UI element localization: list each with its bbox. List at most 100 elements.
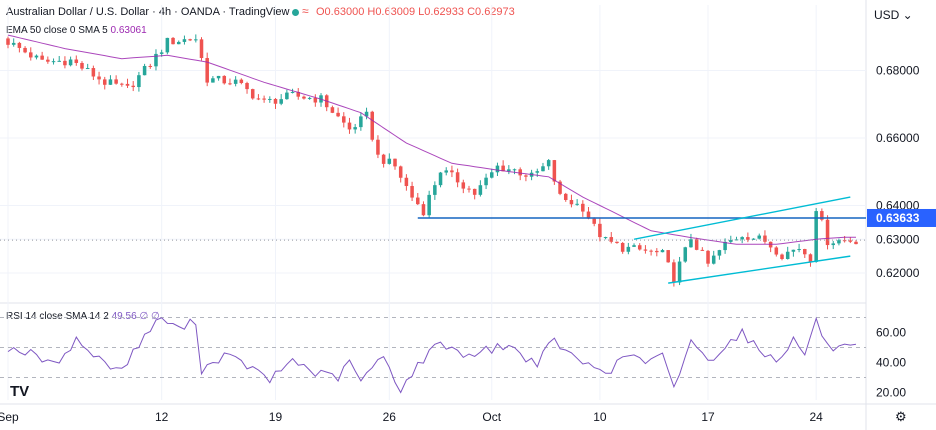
candle-body — [228, 83, 232, 85]
candle-body — [763, 235, 767, 242]
channel-upper-line — [633, 196, 851, 240]
candle-body — [831, 243, 835, 246]
time-tick-label: Sep — [0, 410, 19, 424]
candle-body — [6, 38, 10, 45]
candle-body — [171, 37, 175, 45]
candle-body — [205, 58, 209, 83]
time-tick-label: 10 — [593, 410, 607, 424]
candle-body — [17, 42, 22, 48]
channel-lower-line — [668, 255, 851, 284]
candle-body — [472, 188, 477, 195]
candle-body — [51, 61, 56, 63]
candle-body — [370, 111, 375, 140]
candle-body — [233, 79, 238, 84]
candle-body — [854, 241, 858, 245]
candle-body — [785, 251, 790, 259]
candle-body — [211, 78, 215, 83]
candle-body — [302, 96, 306, 99]
ema-line — [7, 34, 856, 245]
candle-body — [683, 247, 688, 262]
candle-body — [655, 250, 659, 253]
candle-body — [427, 194, 431, 216]
candle-body — [723, 241, 727, 251]
candle-body — [461, 182, 466, 189]
candle-body — [421, 204, 426, 216]
candle-body — [393, 158, 397, 167]
settings-gear-icon[interactable]: ⚙ — [895, 409, 907, 424]
currency-selector[interactable]: USD ⌄ — [874, 8, 913, 22]
candle-body — [182, 39, 187, 42]
candle-body — [364, 111, 369, 117]
candle-body — [563, 193, 568, 200]
candle-body — [541, 166, 545, 172]
candle-body — [398, 166, 403, 178]
candle-body — [751, 238, 756, 240]
candle-body — [598, 223, 602, 238]
indicator-value: 0.63061 — [110, 25, 147, 36]
candle-body — [592, 218, 596, 224]
candle-body — [478, 185, 483, 195]
rsi-tick-label: 40.00 — [876, 356, 906, 370]
candle-body — [740, 237, 744, 240]
candle-body — [700, 249, 705, 251]
rsi-name[interactable]: RSI 14 close SMA 14 2 — [6, 311, 109, 322]
rsi-extra-2: ∅ — [150, 311, 160, 322]
candle-body — [626, 246, 631, 252]
candle-body — [546, 160, 551, 167]
tradingview-logo[interactable]: TV — [10, 383, 30, 400]
candle-body — [262, 98, 266, 100]
candle-body — [501, 165, 505, 172]
current-price-label: 0.63633 — [876, 211, 920, 225]
time-tick-label: Oct — [482, 410, 501, 424]
candle-body — [643, 249, 648, 251]
candle-body — [194, 39, 198, 41]
candle-body — [848, 240, 853, 242]
candle-body — [495, 165, 500, 173]
candle-body — [387, 158, 392, 164]
candle-body — [142, 65, 147, 76]
candle-body — [689, 239, 693, 248]
candle-body — [677, 261, 682, 283]
candle-body — [239, 79, 244, 84]
candle-body — [137, 75, 141, 88]
time-tick-label: 12 — [155, 410, 169, 424]
candle-body — [820, 211, 824, 220]
candle-body — [842, 240, 847, 242]
rsi-label: RSI 14 close SMA 14 2 49.56 ∅ ∅ — [6, 311, 160, 322]
candle-body — [672, 262, 676, 283]
approx-icon: ≈ — [302, 4, 309, 18]
candle-body — [757, 235, 762, 239]
time-tick-label: 26 — [383, 410, 397, 424]
candle-body — [256, 98, 261, 100]
candle-body — [660, 250, 665, 253]
candle-body — [489, 172, 494, 178]
chevron-down-icon: ⌄ — [899, 8, 913, 22]
candle-body — [57, 60, 61, 62]
candle-body — [512, 169, 517, 171]
candle-body — [569, 199, 574, 205]
candle-body — [336, 112, 340, 117]
candle-body — [85, 68, 90, 70]
candle-body — [199, 39, 204, 59]
candle-body — [404, 177, 409, 187]
candle-body — [307, 97, 312, 99]
time-tick-label: 24 — [809, 410, 823, 424]
candle-body — [342, 116, 346, 123]
status-dot-icon — [292, 9, 299, 16]
candle-body — [825, 219, 830, 246]
overlay-layer — [0, 34, 866, 284]
candle-body — [575, 203, 579, 205]
time-tick-label: 19 — [269, 410, 283, 424]
candle-body — [518, 169, 522, 176]
currency-label: USD — [874, 8, 900, 22]
candle-body — [484, 177, 488, 186]
price-tick-label: 0.66000 — [876, 131, 920, 145]
candle-body — [296, 91, 301, 97]
candle-body — [188, 39, 192, 41]
candle-body — [552, 160, 557, 182]
candle-body — [381, 154, 386, 164]
candle-body — [808, 254, 813, 262]
rsi-tick-label: 60.00 — [876, 326, 906, 340]
indicator-name[interactable]: EMA 50 close 0 SMA 5 — [6, 25, 108, 36]
